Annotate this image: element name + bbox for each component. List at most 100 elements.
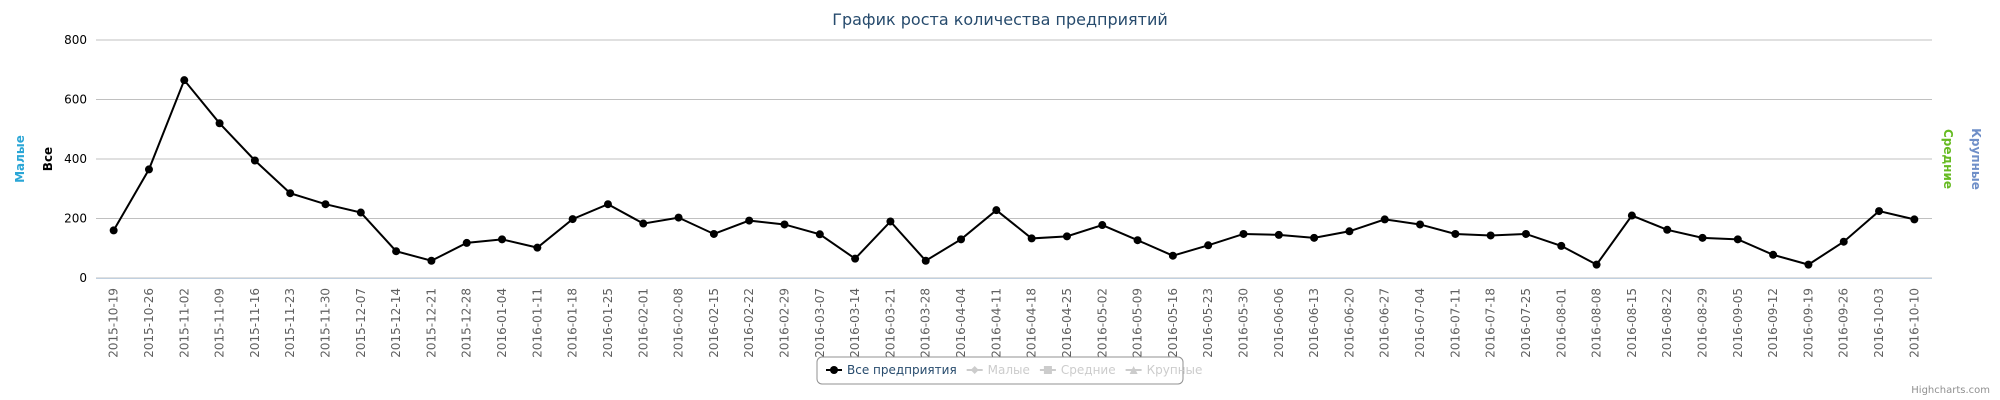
x-tick-label: 2015-12-14: [389, 288, 403, 358]
data-point: [603, 200, 612, 209]
y-tick-label: 600: [64, 93, 87, 107]
data-point: [1592, 260, 1601, 269]
data-point: [215, 119, 224, 128]
legend-marker: [1043, 366, 1052, 374]
x-tick-label: 2015-10-26: [142, 288, 156, 358]
y-tick-label: 0: [79, 271, 87, 285]
data-point: [1204, 241, 1213, 250]
series-line: [112, 78, 1915, 266]
data-point: [745, 216, 754, 225]
x-tick-label: 2016-10-10: [1907, 288, 1921, 358]
data-point: [921, 256, 930, 265]
x-tick-label: 2016-08-01: [1554, 288, 1568, 358]
x-tick-label: 2016-07-11: [1448, 288, 1462, 358]
x-tick-label: 2016-07-04: [1413, 288, 1427, 358]
x-tick-label: 2016-02-01: [636, 288, 650, 358]
x-tick-label: 2016-01-11: [530, 288, 544, 358]
data-point: [1486, 231, 1495, 240]
x-tick-label: 2016-07-18: [1484, 288, 1498, 358]
data-point: [321, 200, 330, 209]
data-point: [109, 226, 118, 235]
legend-item[interactable]: Средние: [1061, 363, 1116, 377]
data-point: [1733, 235, 1742, 244]
data-point: [1310, 233, 1319, 242]
axis-title: Средние: [1941, 129, 1955, 189]
x-tick-label: 2016-06-27: [1378, 288, 1392, 358]
data-point: [462, 238, 471, 247]
x-tick-label: 2016-05-16: [1166, 288, 1180, 358]
axis-title: Малые: [13, 135, 27, 183]
data-point: [533, 243, 542, 252]
legend-item[interactable]: Малые: [988, 363, 1030, 377]
x-tick-label: 2016-02-22: [742, 288, 756, 358]
data-point: [957, 235, 966, 244]
y-tick-label: 800: [64, 33, 87, 47]
data-point: [886, 217, 895, 226]
data-point: [1910, 215, 1919, 224]
x-tick-label: 2016-10-03: [1872, 288, 1886, 358]
x-tick-label: 2016-09-19: [1801, 288, 1815, 358]
x-tick-label: 2016-09-26: [1837, 288, 1851, 358]
data-point: [1451, 229, 1460, 238]
x-tick-label: 2016-04-04: [954, 288, 968, 358]
data-point: [1062, 232, 1071, 241]
x-tick-label: 2016-01-25: [601, 288, 615, 358]
data-point: [1663, 225, 1672, 234]
data-point: [286, 189, 295, 198]
x-tick-label: 2015-10-19: [107, 288, 121, 358]
x-tick-label: 2016-02-15: [707, 288, 721, 358]
x-tick-label: 2016-06-20: [1342, 288, 1356, 358]
legend-marker: [970, 366, 979, 374]
x-tick-label: 2016-08-29: [1696, 288, 1710, 358]
x-tick-label: 2016-06-13: [1307, 288, 1321, 358]
x-tick-label: 2016-08-08: [1590, 288, 1604, 358]
data-point: [1416, 220, 1425, 229]
x-tick-label: 2016-04-18: [1025, 288, 1039, 358]
x-tick-label: 2016-06-06: [1272, 288, 1286, 358]
x-tick-label: 2016-03-21: [883, 288, 897, 358]
x-tick-label: 2016-01-18: [566, 288, 580, 358]
axis-title: Крупные: [1969, 128, 1983, 190]
data-point: [1027, 234, 1036, 243]
data-point: [1098, 221, 1107, 230]
x-tick-label: 2016-05-09: [1131, 288, 1145, 358]
data-point: [815, 230, 824, 239]
legend-marker: [830, 366, 838, 374]
data-point: [639, 219, 648, 228]
data-point: [568, 215, 577, 224]
data-point: [144, 165, 153, 174]
x-tick-label: 2016-04-11: [989, 288, 1003, 358]
data-point: [1380, 215, 1389, 224]
x-tick-label: 2016-05-02: [1095, 288, 1109, 358]
x-tick-label: 2016-05-30: [1237, 288, 1251, 358]
x-tick-label: 2016-03-14: [848, 288, 862, 358]
x-tick-label: 2016-08-22: [1660, 288, 1674, 358]
data-point: [250, 156, 259, 165]
axis-title: Все: [41, 147, 55, 171]
data-point: [1557, 241, 1566, 250]
x-tick-label: 2015-11-02: [177, 288, 191, 358]
x-tick-label: 2016-05-23: [1201, 288, 1215, 358]
x-tick-label: 2016-04-25: [1060, 288, 1074, 358]
x-tick-label: 2015-11-23: [283, 288, 297, 358]
data-point: [780, 220, 789, 229]
legend-marker: [1129, 366, 1138, 374]
data-point: [427, 256, 436, 265]
data-point: [180, 76, 189, 85]
legend-item[interactable]: Все предприятия: [847, 363, 957, 377]
data-point: [356, 208, 365, 217]
data-point: [992, 206, 1001, 215]
data-point: [498, 235, 507, 244]
chart-title: График роста количества предприятий: [832, 10, 1168, 29]
legend: Все предприятия Малые Средние Крупные: [816, 356, 1203, 385]
data-point: [1627, 211, 1636, 220]
data-point: [674, 213, 683, 222]
x-tick-label: 2016-09-05: [1731, 288, 1745, 358]
legend-item[interactable]: Крупные: [1147, 363, 1203, 377]
y-tick-label: 400: [64, 152, 87, 166]
x-tick-label: 2016-02-08: [672, 288, 686, 358]
data-point: [1239, 229, 1248, 238]
x-tick-label: 2016-03-28: [919, 288, 933, 358]
data-point: [1804, 260, 1813, 269]
